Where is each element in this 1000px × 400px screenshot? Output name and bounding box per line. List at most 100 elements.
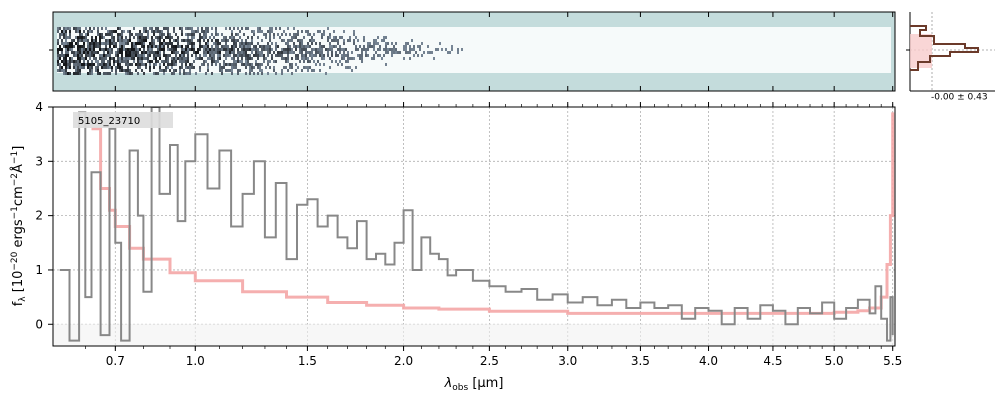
trace-pixel xyxy=(447,51,449,54)
trace-pixel xyxy=(197,39,199,42)
trace-pixel xyxy=(225,27,227,30)
trace-pixel xyxy=(163,45,165,48)
trace-pixel xyxy=(337,63,339,66)
trace-pixel xyxy=(191,36,193,39)
trace-pixel xyxy=(127,66,129,69)
trace-pixel xyxy=(295,33,297,36)
trace-pixel xyxy=(99,72,101,75)
trace-pixel xyxy=(251,57,253,60)
trace-pixel xyxy=(107,30,109,33)
trace-pixel xyxy=(275,60,277,63)
trace-pixel xyxy=(335,39,337,42)
trace-pixel xyxy=(287,57,289,60)
trace-pixel xyxy=(225,36,227,39)
trace-pixel xyxy=(89,57,91,60)
trace-pixel xyxy=(187,27,189,30)
trace-pixel xyxy=(219,69,221,72)
trace-pixel xyxy=(187,60,189,63)
trace-pixel xyxy=(105,48,107,51)
trace-pixel xyxy=(145,51,147,54)
trace-pixel xyxy=(193,45,195,48)
trace-pixel xyxy=(257,30,259,33)
trace-pixel xyxy=(175,63,177,66)
trace-pixel xyxy=(99,36,101,39)
trace-pixel xyxy=(283,51,285,54)
trace-pixel xyxy=(223,66,225,69)
x-axis-label-units: [μm] xyxy=(468,376,503,391)
trace-pixel xyxy=(119,45,121,48)
trace-pixel xyxy=(253,33,255,36)
trace-pixel xyxy=(421,54,423,57)
trace-pixel xyxy=(93,48,95,51)
trace-pixel xyxy=(181,30,183,33)
trace-pixel xyxy=(201,57,203,60)
trace-pixel xyxy=(63,54,65,57)
trace-pixel xyxy=(123,45,125,48)
trace-pixel xyxy=(141,36,143,39)
trace-pixel xyxy=(251,69,253,72)
trace-pixel xyxy=(305,57,307,60)
trace-pixel xyxy=(321,51,323,54)
trace-pixel xyxy=(189,42,191,45)
trace-pixel xyxy=(139,42,141,45)
trace-pixel xyxy=(77,30,79,33)
trace-pixel xyxy=(201,36,203,39)
trace-pixel xyxy=(173,57,175,60)
trace-pixel xyxy=(331,54,333,57)
trace-pixel xyxy=(297,33,299,36)
spectrum-2d-ticks xyxy=(49,12,894,91)
trace-pixel xyxy=(227,63,229,66)
trace-pixel xyxy=(353,57,355,60)
trace-pixel xyxy=(111,39,113,42)
trace-pixel xyxy=(255,60,257,63)
trace-pixel xyxy=(159,57,161,60)
trace-pixel xyxy=(217,48,219,51)
trace-pixel xyxy=(129,39,131,42)
trace-pixel xyxy=(129,69,131,72)
trace-pixel xyxy=(259,30,261,33)
trace-pixel xyxy=(207,57,209,60)
y-axis-label-units: [10 xyxy=(11,271,26,297)
trace-pixel xyxy=(355,45,357,48)
trace-pixel xyxy=(437,48,439,51)
trace-pixel xyxy=(269,30,271,33)
trace-pixel xyxy=(167,45,169,48)
trace-pixel xyxy=(253,30,255,33)
trace-pixel xyxy=(341,54,343,57)
trace-pixel xyxy=(61,60,63,63)
trace-pixel xyxy=(83,42,85,45)
trace-pixel xyxy=(121,51,123,54)
trace-pixel xyxy=(343,42,345,45)
trace-pixel xyxy=(163,27,165,30)
trace-pixel xyxy=(255,48,257,51)
trace-pixel xyxy=(157,45,159,48)
trace-pixel xyxy=(109,42,111,45)
trace-pixel xyxy=(231,66,233,69)
trace-pixel xyxy=(387,42,389,45)
trace-pixel xyxy=(111,42,113,45)
trace-pixel xyxy=(255,63,257,66)
trace-pixel xyxy=(65,57,67,60)
trace-pixel xyxy=(153,51,155,54)
trace-pixel xyxy=(71,39,73,42)
trace-pixel xyxy=(123,60,125,63)
trace-pixel xyxy=(147,54,149,57)
trace-pixel xyxy=(151,42,153,45)
trace-pixel xyxy=(225,69,227,72)
trace-pixel xyxy=(235,60,237,63)
y-axis-label-mid3: Å xyxy=(10,164,26,173)
zero-band xyxy=(53,324,895,346)
trace-pixel xyxy=(189,27,191,30)
trace-pixel xyxy=(149,51,151,54)
trace-pixel xyxy=(165,69,167,72)
trace-pixel xyxy=(237,48,239,51)
trace-pixel xyxy=(165,36,167,39)
trace-pixel xyxy=(105,33,107,36)
trace-pixel xyxy=(73,54,75,57)
trace-pixel xyxy=(115,72,117,75)
trace-pixel xyxy=(391,48,393,51)
trace-pixel xyxy=(135,69,137,72)
trace-pixel xyxy=(347,51,349,54)
trace-pixel xyxy=(239,69,241,72)
trace-pixel xyxy=(377,42,379,45)
